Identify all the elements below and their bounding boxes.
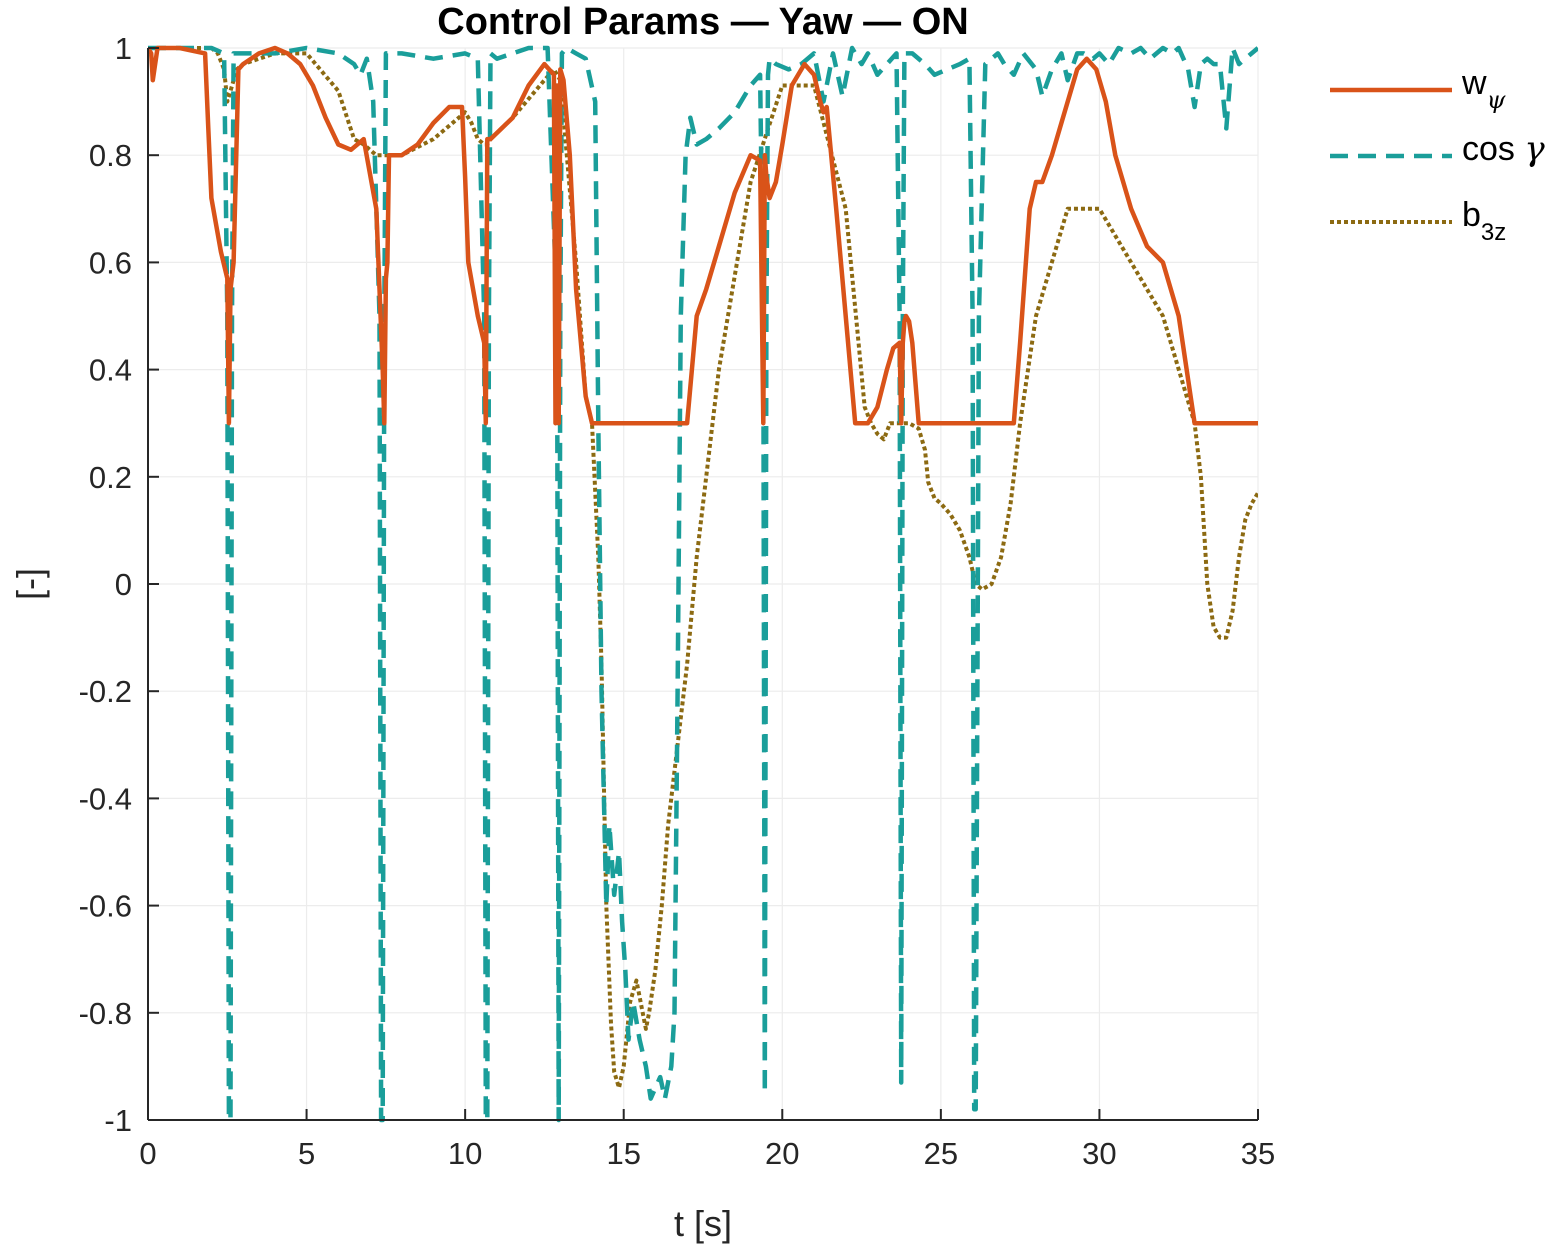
- x-tick-label: 25: [924, 1136, 958, 1171]
- x-tick-label: 35: [1241, 1136, 1275, 1171]
- series-line-1: [148, 45, 1258, 1123]
- x-tick-label: 15: [606, 1136, 640, 1171]
- grid-lines: [147, 47, 1259, 1121]
- y-tick-label: -0.8: [79, 996, 132, 1031]
- y-axis-label: [-]: [9, 568, 50, 600]
- x-tick-label: 20: [765, 1136, 799, 1171]
- chart-title: Control Params — Yaw — ON: [437, 1, 968, 43]
- y-tick-label: -0.2: [79, 674, 132, 709]
- series-layer: [148, 45, 1258, 1123]
- y-tick-label: 1: [115, 31, 132, 66]
- tick-labels: 0 5 10 15 20 25 30 35 -1 -0.8 -0.6 -0.4 -0.2 0 0.2 0.4 0…: [79, 31, 1276, 1171]
- x-tick-label: 10: [448, 1136, 482, 1171]
- x-tick-label: 30: [1082, 1136, 1116, 1171]
- legend: wψ cos γ b3z: [1330, 64, 1545, 246]
- legend-label: wψ: [1461, 64, 1507, 114]
- y-tick-label: 0: [115, 567, 132, 602]
- y-tick-label: -0.6: [79, 889, 132, 924]
- y-tick-label: 0.2: [89, 460, 132, 495]
- series-line-0: [148, 45, 1258, 426]
- y-tick-label: -0.4: [79, 781, 132, 816]
- y-tick-label: 0.4: [89, 353, 132, 388]
- y-tick-label: -1: [104, 1103, 132, 1138]
- x-axis-label: t [s]: [674, 1203, 732, 1244]
- x-tick-label: 5: [298, 1136, 315, 1171]
- legend-label: b3z: [1462, 196, 1506, 246]
- x-tick-label: 0: [139, 1136, 156, 1171]
- axes: [147, 47, 1259, 1121]
- y-tick-label: 0.6: [89, 245, 132, 280]
- legend-label: cos γ: [1462, 129, 1545, 169]
- y-tick-label: 0.8: [89, 138, 132, 173]
